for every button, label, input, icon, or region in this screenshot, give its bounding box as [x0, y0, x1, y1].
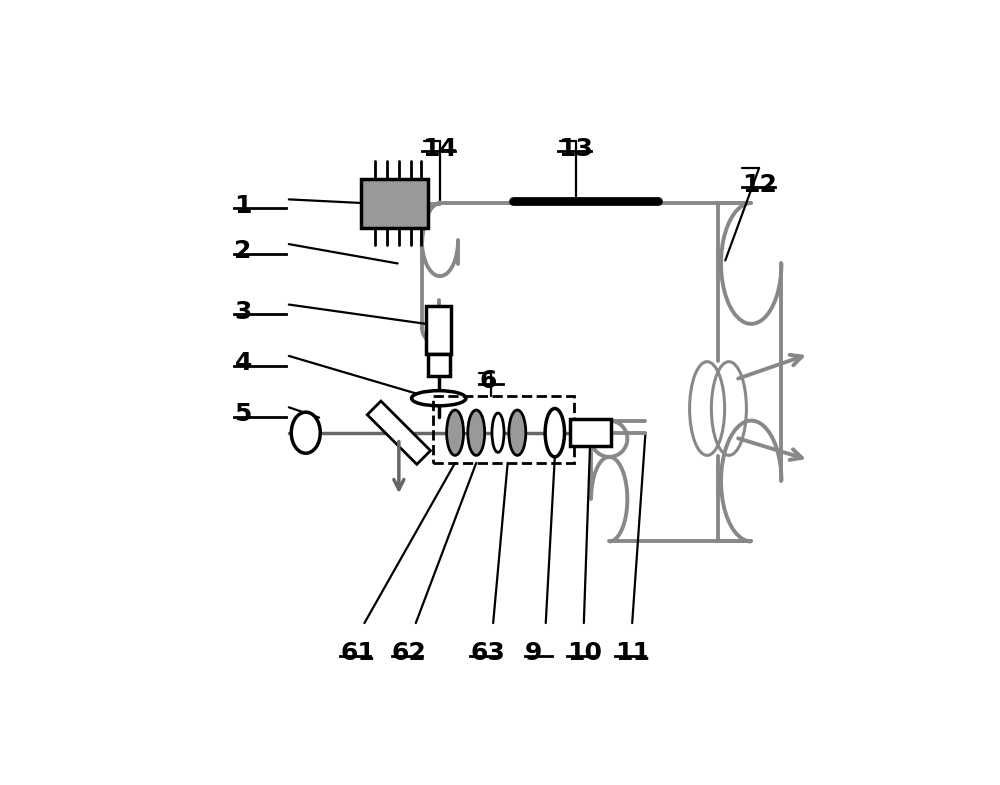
Bar — [570, 419, 611, 446]
Text: 63: 63 — [470, 641, 505, 665]
Text: 62: 62 — [392, 641, 426, 665]
Ellipse shape — [412, 391, 466, 406]
Text: 5: 5 — [234, 403, 252, 426]
Text: 61: 61 — [340, 641, 375, 665]
Ellipse shape — [291, 412, 320, 453]
Ellipse shape — [492, 413, 504, 452]
Text: 13: 13 — [558, 137, 593, 160]
Text: 2: 2 — [234, 239, 252, 263]
Ellipse shape — [545, 408, 564, 457]
Text: 10: 10 — [567, 641, 602, 665]
Polygon shape — [367, 401, 430, 464]
Text: 14: 14 — [422, 137, 457, 160]
Text: 3: 3 — [234, 300, 252, 323]
Ellipse shape — [509, 410, 526, 455]
Ellipse shape — [447, 410, 464, 455]
Text: 1: 1 — [234, 194, 252, 218]
Text: 6: 6 — [479, 369, 497, 393]
Bar — [433, 396, 574, 463]
Bar — [428, 354, 450, 376]
Bar — [426, 306, 451, 354]
Ellipse shape — [468, 410, 485, 455]
Text: 9: 9 — [525, 641, 542, 665]
Bar — [361, 179, 428, 228]
Text: 4: 4 — [234, 351, 252, 375]
Text: 12: 12 — [742, 173, 777, 197]
Text: 11: 11 — [615, 641, 650, 665]
